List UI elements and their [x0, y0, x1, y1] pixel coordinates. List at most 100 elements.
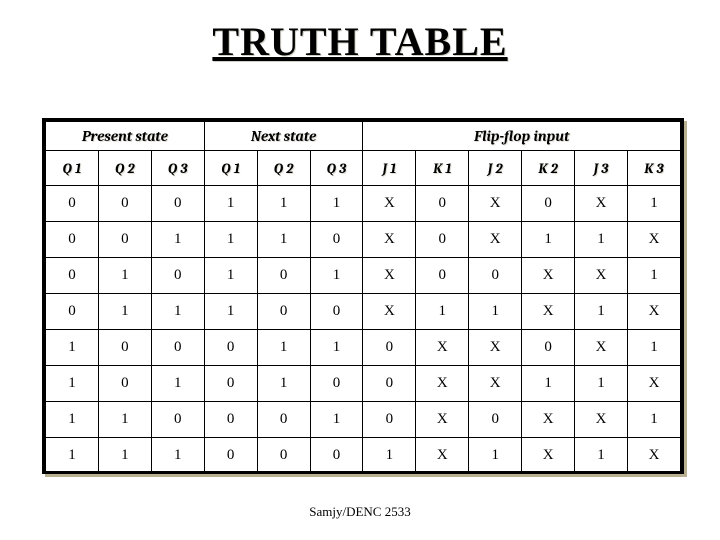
cell: 0 [98, 366, 151, 402]
cell: 0 [151, 402, 204, 438]
col-k2: K 2 [522, 151, 575, 186]
cell: X [575, 330, 628, 366]
cell: X [469, 366, 522, 402]
cell: X [522, 294, 575, 330]
cell: 1 [98, 258, 151, 294]
cell: 0 [257, 294, 310, 330]
cell: 0 [363, 402, 416, 438]
cell: 0 [522, 186, 575, 222]
cell: X [522, 402, 575, 438]
cell: 1 [257, 366, 310, 402]
cell: 1 [204, 222, 257, 258]
cell: X [363, 258, 416, 294]
cell: X [627, 438, 680, 474]
col-q3-present: Q 3 [151, 151, 204, 186]
cell: 1 [151, 294, 204, 330]
cell: 1 [46, 330, 99, 366]
cell: 0 [416, 258, 469, 294]
table-row: 0 0 1 1 1 0 X 0 X 1 1 X [46, 222, 681, 258]
cell: X [416, 330, 469, 366]
cell: 1 [151, 222, 204, 258]
cell: 1 [469, 438, 522, 474]
cell: X [627, 294, 680, 330]
cell: 1 [310, 330, 363, 366]
cell: X [416, 366, 469, 402]
cell: 1 [627, 186, 680, 222]
cell: 1 [416, 294, 469, 330]
cell: 1 [575, 366, 628, 402]
table-row: 1 1 0 0 0 1 0 X 0 X X 1 [46, 402, 681, 438]
cell: 0 [98, 186, 151, 222]
cell: 0 [204, 330, 257, 366]
cell: 0 [416, 222, 469, 258]
cell: 1 [98, 402, 151, 438]
group-present-state: Present state [46, 122, 205, 151]
table-row: 1 1 1 0 0 0 1 X 1 X 1 X [46, 438, 681, 474]
cell: 1 [310, 258, 363, 294]
col-j1: J 1 [363, 151, 416, 186]
column-header-row: Q 1 Q 2 Q 3 Q 1 Q 2 Q 3 J 1 K 1 J 2 K 2 … [46, 151, 681, 186]
cell: 0 [469, 258, 522, 294]
col-q2-present: Q 2 [98, 151, 151, 186]
cell: 1 [310, 186, 363, 222]
cell: 1 [151, 438, 204, 474]
cell: X [363, 294, 416, 330]
cell: 0 [310, 222, 363, 258]
group-header-row: Present state Next state Flip-flop input [46, 122, 681, 151]
cell: 1 [257, 330, 310, 366]
cell: 1 [627, 330, 680, 366]
cell: X [522, 258, 575, 294]
cell: 1 [522, 366, 575, 402]
cell: 1 [46, 366, 99, 402]
cell: 0 [46, 294, 99, 330]
cell: X [469, 222, 522, 258]
cell: 0 [204, 402, 257, 438]
cell: X [363, 222, 416, 258]
cell: 1 [257, 222, 310, 258]
col-j3: J 3 [575, 151, 628, 186]
col-q1-present: Q 1 [46, 151, 99, 186]
cell: 1 [575, 222, 628, 258]
cell: X [627, 222, 680, 258]
cell: 0 [98, 222, 151, 258]
table-head: Present state Next state Flip-flop input… [46, 122, 681, 186]
cell: 0 [522, 330, 575, 366]
cell: 1 [46, 438, 99, 474]
cell: 1 [257, 186, 310, 222]
cell: X [416, 402, 469, 438]
table-row: 0 1 1 1 0 0 X 1 1 X 1 X [46, 294, 681, 330]
cell: 1 [98, 438, 151, 474]
cell: 0 [257, 438, 310, 474]
cell: 1 [98, 294, 151, 330]
cell: X [469, 330, 522, 366]
cell: 1 [204, 258, 257, 294]
cell: 1 [575, 438, 628, 474]
truth-table: Present state Next state Flip-flop input… [45, 121, 681, 474]
cell: X [575, 186, 628, 222]
cell: 0 [310, 366, 363, 402]
cell: 0 [46, 222, 99, 258]
cell: 0 [363, 330, 416, 366]
cell: 0 [257, 402, 310, 438]
cell: 0 [310, 438, 363, 474]
cell: X [575, 258, 628, 294]
cell: 1 [627, 402, 680, 438]
truth-table-container: Present state Next state Flip-flop input… [42, 118, 684, 474]
footer-text: Samjy/DENC 2533 [0, 504, 720, 520]
col-j2: J 2 [469, 151, 522, 186]
cell: 1 [575, 294, 628, 330]
cell: 1 [151, 366, 204, 402]
table-row: 1 0 0 0 1 1 0 X X 0 X 1 [46, 330, 681, 366]
col-k3: K 3 [627, 151, 680, 186]
cell: 0 [46, 186, 99, 222]
cell: X [627, 366, 680, 402]
cell: X [575, 402, 628, 438]
cell: 0 [98, 330, 151, 366]
cell: 0 [204, 366, 257, 402]
table-row: 0 1 0 1 0 1 X 0 0 X X 1 [46, 258, 681, 294]
cell: 0 [469, 402, 522, 438]
group-next-state: Next state [204, 122, 363, 151]
cell: 0 [151, 330, 204, 366]
table-row: 0 0 0 1 1 1 X 0 X 0 X 1 [46, 186, 681, 222]
cell: 1 [469, 294, 522, 330]
